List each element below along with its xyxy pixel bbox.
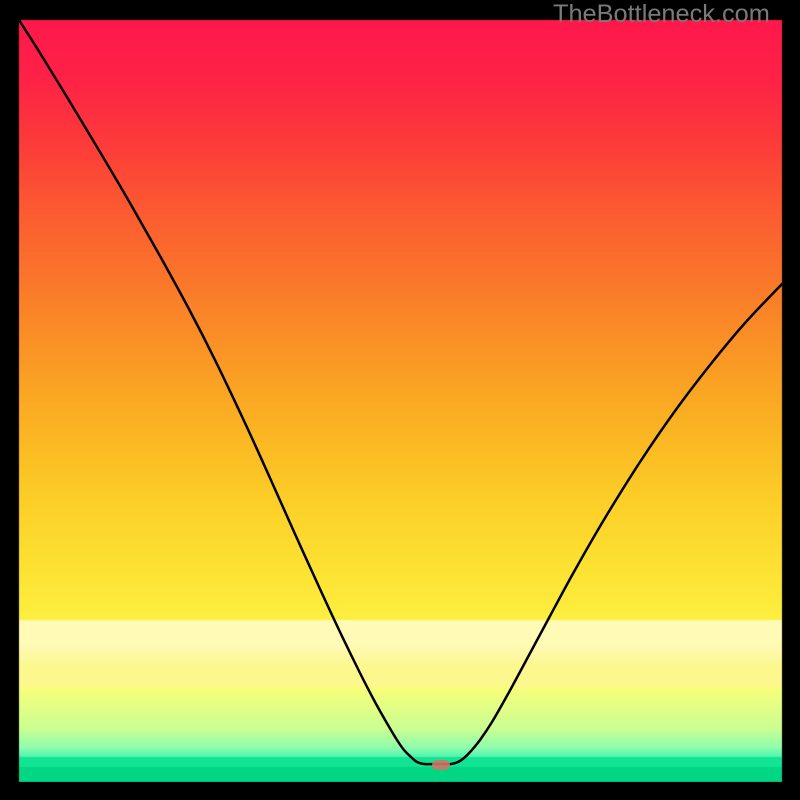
bottom-black-strip [0, 782, 800, 800]
minimum-marker [432, 760, 450, 770]
chart-stage: TheBottleneck.com [0, 0, 800, 800]
gradient-background [0, 0, 800, 800]
watermark-text: TheBottleneck.com [553, 0, 770, 29]
